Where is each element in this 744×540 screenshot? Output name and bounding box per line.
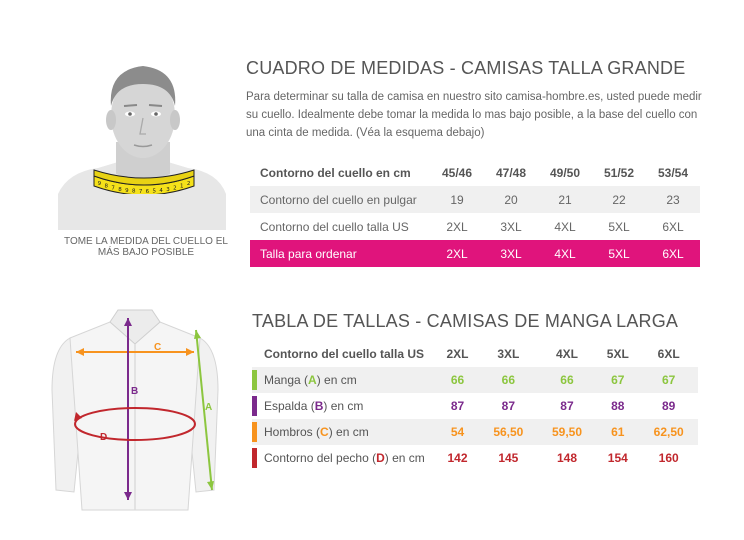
table-cell: 67 [639, 367, 698, 393]
table-cell: 61 [596, 419, 640, 445]
table-header-row: Contorno del cuello talla US 2XL 3XL 4XL… [252, 341, 698, 367]
tape-mark: 1 [180, 183, 184, 189]
table-row: Hombros (C) en cm 54 56,50 59,50 61 62,5… [252, 419, 698, 445]
header-cell: 49/50 [549, 166, 581, 180]
table-cell: 148 [556, 451, 577, 465]
table-row: Contorno del pecho (D) en cm 142 145 148… [252, 445, 698, 471]
header-cell: 2XL [446, 347, 469, 361]
long-sleeve-table-title: TABLA DE TALLAS - CAMISAS DE MANGA LARGA [252, 311, 679, 331]
header-cell: 45/46 [441, 166, 473, 180]
shoulder-label-c: C [154, 342, 161, 353]
table-cell: 23 [646, 186, 700, 213]
header-label: Contorno del cuello talla US [264, 347, 425, 361]
tape-mark: 8 [132, 189, 136, 194]
sleeve-color-swatch [252, 370, 257, 390]
header-cell: 6XL [657, 347, 680, 361]
header-cell: 3XL [497, 347, 520, 361]
header-cell: 4XL [555, 347, 578, 361]
tape-mark: 8 [105, 183, 109, 189]
row-label: Contorno del pecho (D) en cm [252, 445, 436, 471]
neck-size-table: Contorno del cuello en cm 45/46 47/48 49… [250, 160, 700, 267]
table-cell: 6XL [662, 219, 684, 234]
table-cell: 87 [560, 399, 574, 413]
row-label: Contorno del cuello en pulgar [250, 186, 430, 213]
tape-mark: 3 [166, 187, 170, 193]
table-cell: 87 [501, 399, 515, 413]
table-row: Espalda (B) en cm 87 87 87 88 89 [252, 393, 698, 419]
table-cell: 6XL [646, 240, 700, 267]
table-cell: 56,50 [479, 419, 538, 445]
header-cell: 51/52 [603, 166, 635, 180]
table-cell: 54 [436, 419, 479, 445]
back-label-b: B [131, 386, 138, 397]
table-cell: 88 [611, 399, 625, 413]
table-cell: 4XL [554, 219, 576, 234]
long-sleeve-size-table: Contorno del cuello talla US 2XL 3XL 4XL… [252, 341, 698, 471]
header-label: Contorno del cuello en cm [260, 166, 411, 180]
tape-mark: 4 [159, 188, 163, 194]
tape-mark: 9 [98, 181, 102, 187]
table-cell: 19 [430, 186, 484, 213]
size-chart-title: CUADRO DE MEDIDAS - CAMISAS TALLA GRANDE [246, 58, 686, 78]
table-cell: 3XL [484, 240, 538, 267]
table-cell: 66 [537, 367, 597, 393]
tape-mark: 8 [118, 187, 122, 193]
tape-mark: 6 [146, 189, 150, 194]
table-cell: 20 [484, 186, 538, 213]
table-cell: 160 [658, 451, 679, 465]
table-cell: 3XL [500, 219, 522, 234]
table-cell: 59,50 [537, 419, 597, 445]
tape-mark: 7 [139, 189, 143, 194]
tape-mark: 2 [187, 181, 191, 187]
tape-mark: 9 [125, 188, 129, 194]
table-cell: 5XL [592, 240, 646, 267]
neck-measure-caption: TOME LA MEDIDA DEL CUELLO EL MÁS BAJO PO… [64, 236, 228, 258]
row-label: Contorno del cuello talla US [260, 219, 409, 234]
shoulder-color-swatch [252, 422, 257, 442]
sleeve-label-a: A [205, 402, 212, 413]
table-cell: 5XL [608, 219, 630, 234]
table-cell: 67 [596, 367, 640, 393]
chest-color-swatch [252, 448, 257, 468]
tape-mark: 5 [153, 189, 157, 194]
table-row: Contorno del cuello en pulgar 19 20 21 2… [250, 186, 700, 213]
table-cell: 87 [450, 399, 465, 413]
table-cell: 154 [607, 451, 628, 465]
header-cell: 5XL [606, 347, 629, 361]
tape-mark: 2 [173, 185, 177, 191]
row-label: Manga (A) en cm [252, 367, 436, 393]
row-label: Talla para ordenar [250, 240, 430, 267]
table-cell: 21 [538, 186, 592, 213]
row-label: Hombros (C) en cm [252, 419, 436, 445]
size-chart-description: Para determinar su talla de camisa en nu… [246, 91, 702, 139]
table-cell: 2XL [430, 240, 484, 267]
table-cell: 66 [479, 367, 538, 393]
table-cell: 4XL [538, 240, 592, 267]
table-cell: 142 [447, 451, 468, 465]
table-cell: 145 [498, 451, 519, 465]
table-row: Manga (A) en cm 66 66 66 67 67 [252, 367, 698, 393]
shirt-illustration: C B A D [51, 309, 219, 511]
table-row: Contorno del cuello talla US 2XL 3XL 4XL… [250, 213, 700, 240]
table-cell: 89 [661, 399, 676, 413]
chest-label-d: D [100, 432, 107, 443]
table-header-row: Contorno del cuello en cm 45/46 47/48 49… [250, 160, 700, 186]
table-cell: 2XL [446, 219, 468, 234]
table-cell: 66 [436, 367, 479, 393]
header-cell: 53/54 [657, 166, 689, 180]
head-neck-illustration [58, 66, 226, 230]
order-size-row: Talla para ordenar 2XL 3XL 4XL 5XL 6XL [250, 240, 700, 267]
back-color-swatch [252, 396, 257, 416]
tape-mark: 7 [111, 185, 115, 191]
row-label: Espalda (B) en cm [252, 393, 436, 419]
table-cell: 22 [592, 186, 646, 213]
table-cell: 62,50 [639, 419, 698, 445]
header-cell: 47/48 [495, 166, 527, 180]
